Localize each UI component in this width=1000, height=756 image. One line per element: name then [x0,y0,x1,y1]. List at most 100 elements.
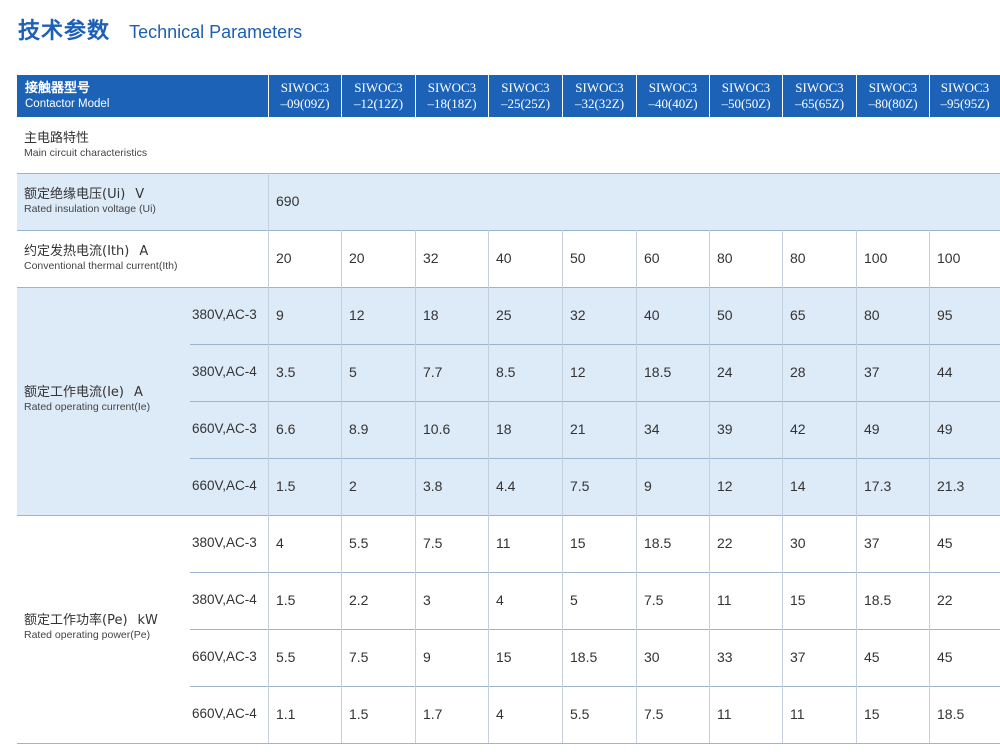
current-value: 18 [496,421,512,437]
model-series: SIWOC3 [575,80,624,95]
current-value: 40 [644,307,660,323]
current-value: 42 [790,421,806,437]
model-series: SIWOC3 [354,80,403,95]
power-value: 37 [864,535,880,551]
thermal-value: 50 [570,250,586,266]
current-value: 10.6 [423,421,451,437]
page-title: 技术参数 Technical Parameters [18,15,302,49]
power-value: 11 [496,535,511,551]
thermal-value: 20 [349,250,365,266]
current-value: 3.5 [276,364,296,380]
current-value: 49 [937,421,953,437]
current-value: 6.6 [276,421,296,437]
column-divider [709,230,710,743]
current-value: 8.5 [496,364,516,380]
row-divider [17,743,1000,744]
thermal-label-en: Conventional thermal current(Ith) [24,260,178,272]
current-value: 21 [570,421,586,437]
thermal-value: 80 [790,250,806,266]
current-value: 50 [717,307,733,323]
power-value: 1.5 [349,706,369,722]
thermal-unit: A [139,244,149,259]
thermal-value: 60 [644,250,660,266]
column-divider [636,230,637,743]
power-value: 22 [717,535,733,551]
subrow-divider [190,572,1000,573]
model-header-cell: SIWOC3 –12(12Z) [341,75,415,117]
model-code: –32(32Z) [574,96,625,111]
current-value: 18.5 [644,364,672,380]
current-value: 32 [570,307,586,323]
current-label-zh: 额定工作电流(Ie) [24,385,124,400]
power-value: 1.5 [276,592,296,608]
power-value: 22 [937,592,953,608]
current-value: 25 [496,307,512,323]
power-value: 30 [644,649,660,665]
power-value: 5 [570,592,578,608]
power-value: 11 [717,706,732,722]
section-row [17,117,1000,173]
column-divider [415,230,416,743]
current-label-en: Rated operating current(Ie) [24,401,151,413]
current-value: 7.7 [423,364,443,380]
row-divider [17,173,1000,174]
section-label-zh: 主电路特性 [24,131,90,146]
power-value: 9 [423,649,431,665]
power-value: 7.5 [349,649,369,665]
current-value: 28 [790,364,806,380]
section-label-en: Main circuit characteristics [24,147,148,159]
current-value: 9 [276,307,284,323]
insulation-label-zh: 额定绝缘电压(Ui) [24,187,126,202]
power-value: 7.5 [423,535,443,551]
power-value: 15 [864,706,880,722]
current-label: 额定工作电流(Ie) A Rated operating current(Ie) [24,384,150,414]
section-label: 主电路特性 Main circuit characteristics [24,130,147,160]
subrow-divider [190,401,1000,402]
insulation-row [17,173,1000,230]
column-divider [856,230,857,743]
title-zh: 技术参数 [18,19,111,44]
model-series: SIWOC3 [427,80,477,95]
power-condition: 380V,AC-3 [192,535,257,550]
model-code: –09(09Z) [280,96,330,111]
model-header-cell: SIWOC3 –18(18Z) [415,75,488,117]
current-value: 5 [349,364,357,380]
model-series: SIWOC3 [940,80,990,95]
power-value: 1.1 [276,706,296,722]
current-value: 49 [864,421,880,437]
current-value: 18 [423,307,439,323]
power-value: 4 [496,592,504,608]
power-value: 4 [496,706,504,722]
model-header-cell: SIWOC3 –50(50Z) [709,75,782,117]
column-divider [268,173,269,743]
model-series: SIWOC3 [795,80,844,95]
model-code: –12(12Z) [353,96,404,111]
row-divider [17,287,1000,288]
thermal-value: 80 [717,250,733,266]
thermal-label: 约定发热电流(Ith) A Conventional thermal curren… [24,243,178,273]
current-value: 65 [790,307,806,323]
power-value: 15 [790,592,806,608]
model-series: SIWOC3 [280,80,330,95]
current-value: 14 [790,478,806,494]
power-value: 33 [717,649,733,665]
subrow-divider [190,686,1000,687]
model-code: –95(95Z) [940,96,990,111]
current-value: 37 [864,364,880,380]
model-code: –65(65Z) [794,96,845,111]
current-value: 24 [717,364,733,380]
model-code: –25(25Z) [500,96,551,111]
insulation-unit: V [135,187,145,202]
model-header-cell: SIWOC3 –25(25Z) [488,75,562,117]
current-value: 39 [717,421,733,437]
current-value: 9 [644,478,652,494]
row-divider [17,515,1000,516]
power-label-en: Rated operating power(Pe) [24,629,151,641]
model-series: SIWOC3 [648,80,698,95]
current-condition: 380V,AC-4 [192,364,257,379]
table-header: 接触器型号 Contactor Model SIWOC3 –09(09Z) SIWO… [17,75,1000,117]
power-value: 5.5 [570,706,590,722]
thermal-value: 100 [937,250,961,266]
model-code: –80(80Z) [868,96,918,111]
power-value: 45 [864,649,880,665]
